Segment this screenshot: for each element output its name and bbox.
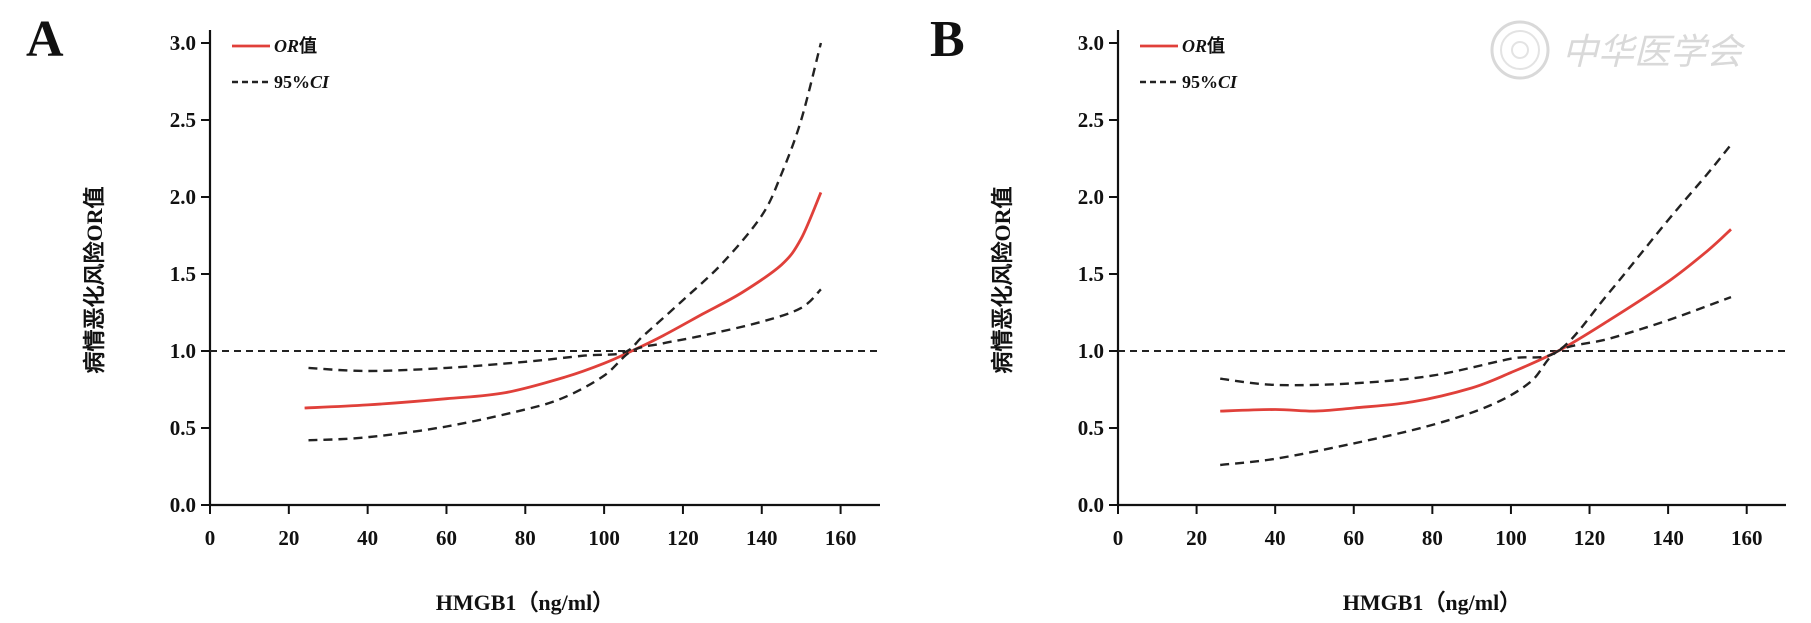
legend: OR值 95%CI	[232, 35, 330, 92]
y-tick-label: 1.5	[170, 262, 196, 286]
watermark: 中华医学会	[1490, 20, 1746, 80]
legend-label: OR值	[1182, 35, 1225, 56]
y-tick-label: 3.0	[170, 31, 196, 55]
x-axis-title: HMGB1（ng/ml）	[436, 590, 614, 615]
y-tick-label: 2.0	[170, 185, 196, 209]
x-tick-label: 80	[515, 526, 536, 550]
series-ci-lower	[308, 288, 822, 442]
x-tick-label: 120	[1574, 526, 1606, 550]
x-tick-label: 20	[278, 526, 299, 550]
x-tick-label: 80	[1422, 526, 1443, 550]
y-axis-title: 病情恶化风险OR值	[82, 186, 107, 373]
y-tick-label: 2.5	[170, 108, 196, 132]
chart-panel-a: A 0.0 0.5 1.0 1.5 2.0 2.5 3.0 0 20 40 60 80 100 120 140…	[26, 11, 880, 615]
x-tick-label: 160	[1731, 526, 1763, 550]
legend-label: 95%CI	[274, 72, 330, 92]
series-or	[304, 191, 823, 410]
seal-icon	[1490, 20, 1550, 80]
x-tick-label: 40	[1265, 526, 1286, 550]
y-tick-label: 0.5	[170, 416, 196, 440]
x-tick-label: 100	[588, 526, 620, 550]
x-tick-label: 140	[1652, 526, 1684, 550]
series-ci-upper	[1220, 143, 1732, 387]
y-tick-label: 1.5	[1078, 262, 1104, 286]
x-tick-label: 120	[667, 526, 699, 550]
x-tick-label: 100	[1495, 526, 1527, 550]
chart-panel-b: B 0.0 0.5 1.0 1.5 2.0 2.5 3.0 0 20 40 60 80 100 120 140…	[930, 11, 1786, 615]
x-tick-label: 60	[1343, 526, 1364, 550]
series-ci-upper	[308, 42, 823, 373]
y-axis-title: 病情恶化风险OR值	[990, 186, 1015, 373]
x-axis-title: HMGB1（ng/ml）	[1343, 590, 1521, 615]
y-tick-label: 1.0	[1078, 339, 1104, 363]
x-tick-label: 0	[205, 526, 216, 550]
series-or	[1220, 228, 1732, 413]
panel-letter: A	[26, 11, 64, 68]
legend: OR值 95%CI	[1140, 35, 1238, 92]
series-ci-lower	[1220, 295, 1732, 467]
y-tick-label: 1.0	[170, 339, 196, 363]
x-tick-label: 160	[825, 526, 857, 550]
watermark-text: 中华医学会	[1562, 32, 1746, 73]
y-tick-label: 0.0	[170, 493, 196, 517]
y-tick-label: 3.0	[1078, 31, 1104, 55]
x-tick-label: 140	[746, 526, 778, 550]
y-tick-label: 2.5	[1078, 108, 1104, 132]
y-tick-label: 0.0	[1078, 493, 1104, 517]
x-tick-label: 20	[1186, 526, 1207, 550]
x-tick-label: 60	[436, 526, 457, 550]
x-tick-label: 0	[1113, 526, 1124, 550]
panel-letter: B	[930, 11, 965, 68]
x-tick-label: 40	[357, 526, 378, 550]
y-tick-label: 0.5	[1078, 416, 1104, 440]
legend-label: OR值	[274, 35, 317, 56]
y-tick-label: 2.0	[1078, 185, 1104, 209]
legend-label: 95%CI	[1182, 72, 1238, 92]
